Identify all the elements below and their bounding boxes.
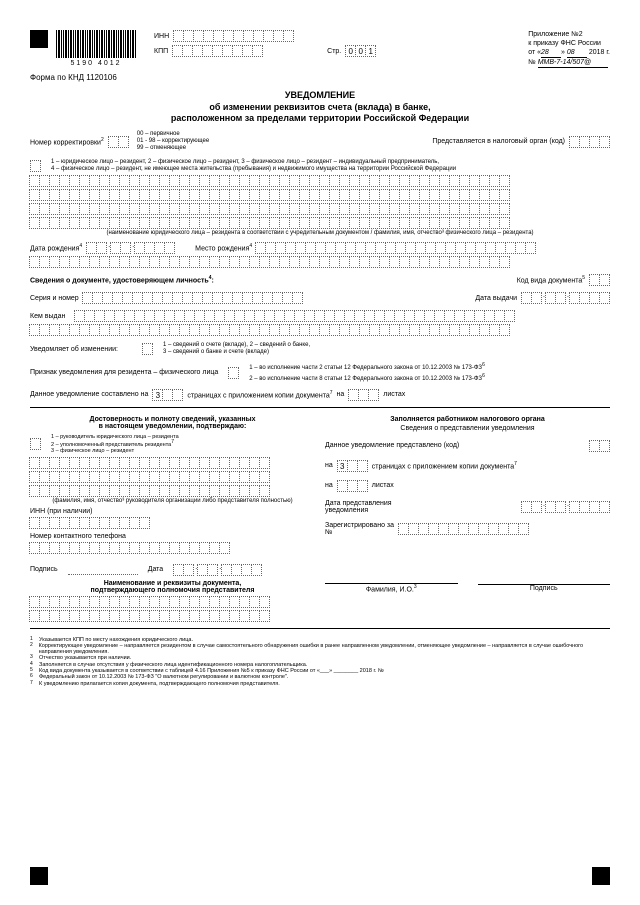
issued-by-row2: for(let i=0;i<48;i++)document.write('<di… bbox=[30, 324, 610, 336]
tax-org-label: Представляется в налоговый орган (код) bbox=[432, 138, 565, 145]
pages-text: страницах с приложением копии документа7 bbox=[372, 461, 517, 470]
birth-place-label: Место рождения4 bbox=[195, 243, 252, 252]
compiled-end: листах bbox=[383, 391, 405, 398]
name-row-2: for(let i=0;i<48;i++)document.write('<di… bbox=[30, 189, 610, 201]
fio-row-3: for(let i=0;i<24;i++)document.write('<di… bbox=[30, 485, 315, 497]
present-label: Данное уведомление представлено (код) bbox=[325, 442, 459, 449]
marker-top-left bbox=[30, 30, 48, 48]
issue-date-label: Дата выдачи bbox=[475, 295, 517, 302]
inn-opt-cells: for(let i=0;i<12;i++)document.write('<di… bbox=[30, 517, 315, 529]
sign-line-right bbox=[478, 575, 611, 585]
entity-type-cell bbox=[30, 160, 41, 172]
series-cells: for(let i=0;i<22;i++)document.write('<di… bbox=[83, 292, 303, 304]
confirmer-cell bbox=[30, 438, 41, 450]
name-row-4: for(let i=0;i<48;i++)document.write('<di… bbox=[30, 217, 610, 229]
phone-label: Номер контактного телефона bbox=[30, 533, 315, 540]
birth-date-label: Дата рождения4 bbox=[30, 243, 82, 252]
rep-doc-row1: for(let i=0;i<24;i++)document.write('<di… bbox=[30, 596, 315, 608]
kpp-cells bbox=[172, 45, 263, 57]
correction-options: 00 – первичное 01 - 98 – корректирующее … bbox=[137, 131, 210, 153]
page-label: Стр. bbox=[327, 48, 341, 55]
phone-cells: for(let i=0;i<20;i++)document.write('<di… bbox=[30, 542, 315, 554]
fio-note: (фамилия, имя, отчество³ руководителя ор… bbox=[30, 498, 315, 504]
inn-opt-label: ИНН (при наличии) bbox=[30, 508, 315, 515]
fio-row-2: for(let i=0;i<24;i++)document.write('<di… bbox=[30, 471, 315, 483]
issued-by-label: Кем выдан bbox=[30, 313, 65, 320]
compiled-sheets bbox=[348, 389, 379, 401]
title: УВЕДОМЛЕНИЕ об изменении реквизитов счет… bbox=[30, 90, 610, 125]
compiled-prefix: Данное уведомление составлено на bbox=[30, 391, 148, 398]
correction-cells bbox=[108, 136, 129, 148]
notify-label: Уведомляет об изменении: bbox=[30, 346, 118, 353]
reg-cells: for(let i=0;i<13;i++)document.write('<di… bbox=[399, 523, 529, 535]
kpp-label: КПП bbox=[154, 48, 168, 55]
inn-label: ИНН bbox=[154, 33, 169, 40]
fio-line bbox=[325, 574, 458, 584]
birth-date-cells: .. bbox=[86, 242, 175, 254]
name-row-3: for(let i=0;i<48;i++)document.write('<di… bbox=[30, 203, 610, 215]
confirmer-options: 1 – руководитель юридического лица – рез… bbox=[51, 434, 179, 455]
inn-cells bbox=[173, 30, 294, 42]
sign-line bbox=[68, 565, 138, 575]
doc-code-cells bbox=[589, 274, 610, 286]
present-date-label: Дата представления уведомления bbox=[325, 500, 415, 514]
pages-cells: 3 bbox=[337, 460, 368, 472]
left-heading: Достоверность и полноту сведений, указан… bbox=[30, 416, 315, 430]
compiled-mid: страницах с приложением копии документа7 bbox=[187, 390, 332, 399]
form-code: Форма по КНД 1120106 bbox=[30, 73, 610, 82]
right-heading: Заполняется работником налогового органа bbox=[325, 416, 610, 423]
entity-note: 1 – юридическое лицо – резидент, 2 – физ… bbox=[51, 159, 456, 173]
doc-code-label: Код вида документа5 bbox=[517, 275, 585, 284]
marker-bottom-right bbox=[592, 867, 610, 885]
footnotes: 1Указывается КПП по месту нахождения юри… bbox=[30, 637, 610, 688]
present-date-cells: .. bbox=[521, 501, 610, 513]
compiled-pages: 3 bbox=[152, 389, 183, 401]
page-cells: 0 0 1 bbox=[345, 45, 376, 57]
right-sub: Сведения о представлении уведомления bbox=[325, 425, 610, 432]
sign-options: 1 – во исполнение части 2 статьи 12 Феде… bbox=[249, 362, 485, 382]
present-cells bbox=[589, 440, 610, 452]
series-label: Серия и номер bbox=[30, 295, 79, 302]
issued-by-cells: for(let i=0;i<44;i++)document.write('<di… bbox=[75, 310, 515, 322]
birth-place-row2: for(let i=0;i<48;i++)document.write('<di… bbox=[30, 256, 610, 268]
sign-date-cells: .. bbox=[173, 564, 262, 576]
compiled-suffix: на bbox=[337, 391, 345, 398]
birth-place-cells: for(let i=0;i<28;i++)document.write('<di… bbox=[256, 242, 536, 254]
reg-label: Зарегистрировано за № bbox=[325, 522, 395, 536]
sign-label-left: Подпись bbox=[30, 566, 58, 573]
doc-section-label: Сведения о документе, удостоверяющем лич… bbox=[30, 275, 214, 284]
appendix-block: Приложение №2 к приказу ФНС России от «2… bbox=[528, 30, 610, 68]
sheets-text: листах bbox=[372, 482, 394, 489]
rep-doc-heading: Наименование и реквизиты документа, подт… bbox=[30, 580, 315, 594]
name-row-1: for(let i=0;i<48;i++)document.write('<di… bbox=[30, 175, 610, 187]
notify-options: 1 – сведений о счете (вкладе), 2 – сведе… bbox=[163, 342, 310, 356]
fio-label-right: Фамилия, И.О.3 bbox=[325, 584, 458, 593]
sign-label-right: Подпись bbox=[478, 585, 611, 592]
name-note: (наименование юридического лица – резиде… bbox=[30, 230, 610, 236]
fio-row-1: for(let i=0;i<24;i++)document.write('<di… bbox=[30, 457, 315, 469]
issue-date-cells: .. bbox=[521, 292, 610, 304]
barcode-number: 5190 4012 bbox=[70, 60, 121, 67]
barcode: 5190 4012 bbox=[56, 30, 136, 67]
marker-bottom-left bbox=[30, 867, 48, 885]
sheets-cells bbox=[337, 480, 368, 492]
on-label: на bbox=[325, 462, 333, 469]
sheets-label: на bbox=[325, 482, 333, 489]
sign-label: Признак уведомления для резидента – физи… bbox=[30, 369, 218, 376]
rep-doc-row2: for(let i=0;i<24;i++)document.write('<di… bbox=[30, 610, 315, 622]
sign-cell bbox=[228, 367, 239, 379]
notify-cell bbox=[142, 343, 153, 355]
tax-org-cells bbox=[569, 136, 610, 148]
correction-label: Номер корректировки2 bbox=[30, 137, 104, 146]
date-label-left: Дата bbox=[148, 566, 164, 573]
